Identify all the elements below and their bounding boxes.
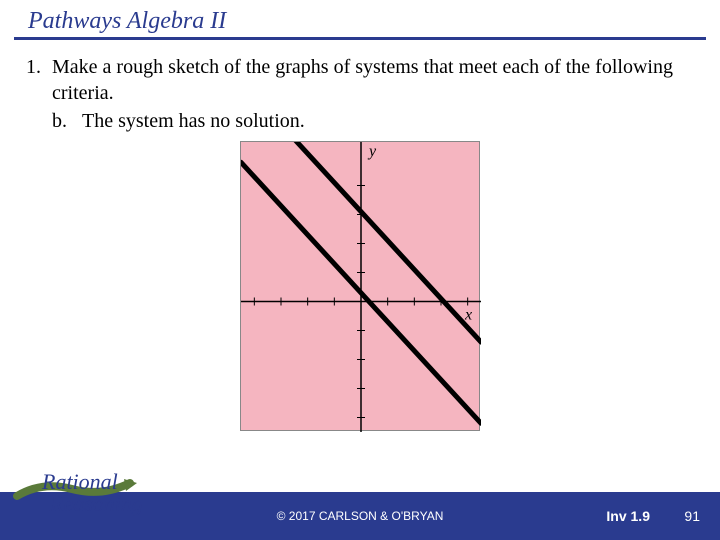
sub-text: The system has no solution. bbox=[82, 110, 305, 133]
question-number: 1. bbox=[26, 54, 52, 106]
inv-label: Inv 1.9 bbox=[606, 508, 650, 524]
page-title: Pathways Algebra II bbox=[28, 8, 692, 35]
question-sub: b. The system has no solution. bbox=[26, 110, 694, 133]
svg-text:y: y bbox=[367, 143, 377, 160]
logo-svg: Rational Reasoning bbox=[12, 461, 142, 523]
graph: yx bbox=[240, 141, 480, 431]
question-main: 1. Make a rough sketch of the graphs of … bbox=[26, 54, 694, 106]
copyright-text: © 2017 CARLSON & O'BRYAN bbox=[277, 509, 444, 523]
svg-text:x: x bbox=[464, 307, 472, 324]
logo: Rational Reasoning bbox=[12, 461, 142, 528]
sub-letter: b. bbox=[52, 110, 82, 133]
logo-text-bottom: Reasoning bbox=[49, 491, 142, 516]
question-text: Make a rough sketch of the graphs of sys… bbox=[52, 54, 694, 106]
graph-svg: yx bbox=[241, 142, 481, 432]
page-number: 91 bbox=[684, 508, 700, 524]
